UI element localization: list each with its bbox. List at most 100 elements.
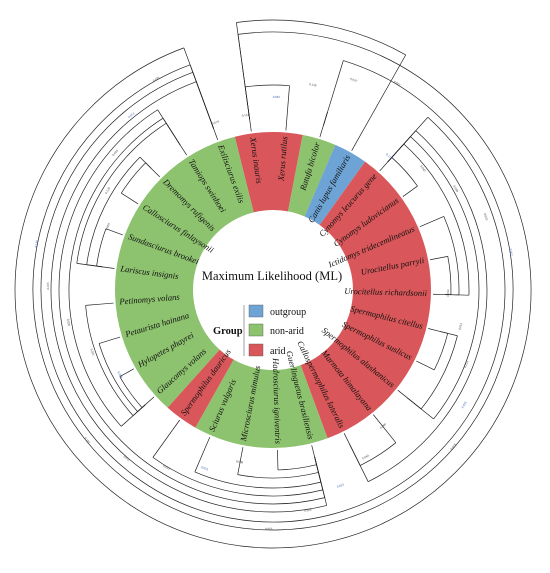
tip-branch [205, 437, 210, 448]
clade-stem [158, 110, 181, 145]
branch-support-label: 0.110 [34, 240, 39, 248]
clade-arc [33, 61, 513, 530]
tip-branch [102, 303, 114, 304]
legend-label-non-arid: non-arid [270, 326, 304, 337]
branch-support-label: 0.016 [461, 400, 468, 409]
tip-branch [380, 162, 388, 171]
tip-branch [214, 129, 218, 140]
branch-support-label: 0.114 [385, 153, 393, 161]
clade-stem [442, 256, 448, 257]
clade-arc [15, 32, 531, 548]
tip-branch [109, 337, 120, 341]
tip-branch [103, 267, 115, 269]
branch-support-label: 0.037 [350, 77, 359, 83]
tip-branch [180, 145, 186, 155]
clade-arc [195, 472, 321, 488]
branch-support-label: 0.079 [450, 442, 458, 450]
legend-label-outgroup: outgroup [270, 307, 306, 318]
tip-branch [241, 447, 243, 459]
tip-branch [430, 257, 442, 259]
tip-branch [403, 190, 413, 197]
branch-support-label: 0.053 [483, 213, 489, 221]
clade-arc [97, 229, 106, 266]
clade-arc [120, 377, 142, 408]
clade-stem [184, 48, 214, 129]
clade-stem [86, 304, 102, 305]
clade-arc [121, 163, 145, 193]
branch-support-label: 0.128 [309, 82, 317, 87]
tip-branch [373, 415, 381, 424]
tree-title: Maximum Likelihood (ML) [202, 269, 342, 283]
branch-support-label: 0.035 [152, 76, 161, 83]
legend-swatch-arid [249, 344, 263, 356]
tip-branch [151, 168, 159, 176]
clade-stem [315, 457, 327, 506]
clade-arc [392, 157, 418, 186]
branch-support-label: 0.028 [66, 319, 71, 327]
clade-arc [434, 333, 447, 370]
tip-branch [320, 126, 324, 137]
legend-title: Group [213, 326, 243, 337]
branch-support-label: 0.049 [452, 185, 459, 194]
clade-stem [153, 430, 173, 458]
tip-branch [416, 361, 427, 366]
branch-support-label: 0.055 [111, 149, 119, 157]
clade-stem [121, 405, 145, 426]
clade-arc [448, 256, 451, 294]
tip-branch [312, 445, 315, 457]
branch-support-label: 0.012 [458, 322, 463, 330]
tip-branch [112, 231, 123, 235]
branch-support-label: 0.043 [361, 453, 370, 460]
clade-stem [323, 61, 343, 126]
clade-stem [431, 216, 444, 222]
clade-arc [236, 20, 405, 55]
clade-arc [278, 465, 317, 470]
tip-branch [398, 390, 407, 398]
tip-branch [344, 433, 349, 444]
tip-branch [286, 119, 287, 131]
clade-stem [287, 86, 290, 119]
branch-support-label: 0.055 [265, 527, 273, 531]
tip-branch [420, 222, 431, 227]
clade-arc [245, 85, 289, 87]
tip-branch [352, 140, 358, 150]
branch-support-label: 0.025 [336, 483, 344, 489]
clade-stem [77, 263, 103, 266]
branch-support-label: 0.107 [83, 436, 91, 444]
clade-stem [121, 193, 128, 197]
clade-stem [427, 366, 434, 370]
legend-swatch-outgroup [249, 305, 263, 317]
branch-support-label: 0.042 [419, 164, 427, 172]
tip-branch [250, 120, 252, 132]
clade-stem [358, 55, 406, 140]
clade-stem [99, 341, 109, 344]
branch-support-label: 0.015 [46, 282, 50, 290]
branch-support-label: 0.009 [116, 371, 123, 380]
clade-stem [413, 186, 418, 190]
branch-support-label: 0.114 [242, 113, 250, 118]
branch-support-label: 0.053 [162, 464, 171, 471]
branch-support-label: 0.015 [123, 454, 131, 462]
clade-stem [236, 22, 249, 119]
tip-branch [173, 420, 180, 430]
branch-support-label: 0.120 [104, 186, 111, 195]
tip-branch [145, 397, 154, 405]
clade-arc [238, 472, 319, 478]
branch-support-label: 0.028 [304, 508, 312, 513]
branch-support-label: 0.081 [273, 95, 281, 99]
legend-label-arid: arid [270, 346, 286, 357]
branch-support-label: 0.023 [463, 360, 469, 369]
tip-branch [123, 369, 133, 375]
tip-branch [128, 197, 138, 203]
clade-stem [440, 331, 457, 335]
tip-branch [428, 329, 440, 332]
branch-support-label: 0.004 [105, 222, 111, 231]
clade-stem [388, 117, 428, 162]
branch-support-label: 0.086 [236, 459, 244, 464]
branch-support-label: 0.019 [211, 119, 219, 125]
branch-support-label: 0.014 [446, 289, 450, 297]
clade-arc [444, 216, 459, 295]
clade-stem [407, 398, 434, 419]
